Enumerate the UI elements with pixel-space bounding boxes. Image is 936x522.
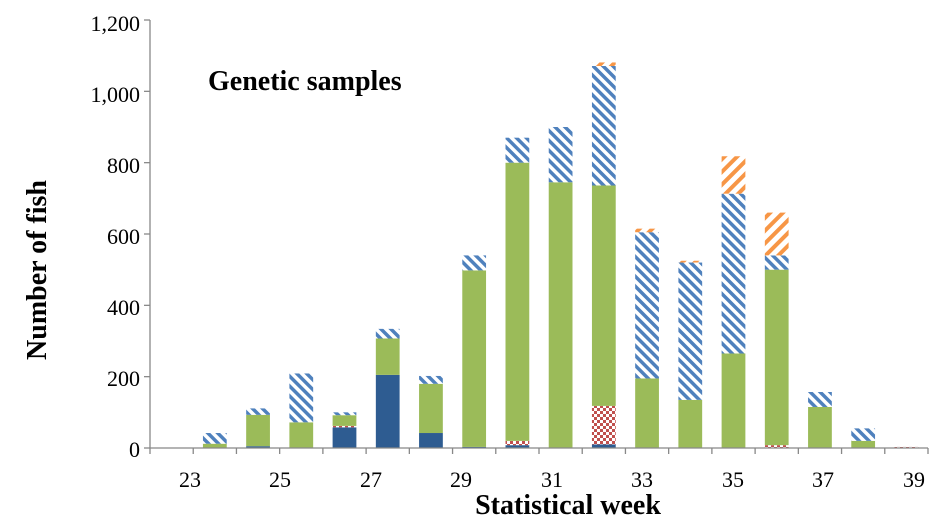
bar-segment-s4-week-27 [332,412,357,416]
bar-segment-s4-week-36 [721,193,746,354]
y-tick-label: 1,000 [91,82,141,107]
bar-segment-s3-week-36 [721,353,746,448]
y-tick-label: 0 [129,437,140,462]
bar-segment-s1-week-25 [246,446,270,448]
x-tick-label: 33 [631,467,653,492]
bar-segment-s3-week-24 [202,443,227,448]
bar-segment-s3-week-35 [678,399,703,448]
bar-segment-s1-week-31 [505,445,530,448]
bar-segment-s1-week-29 [419,433,443,448]
bar-segment-s3-week-37 [764,269,789,446]
x-tick-label: 37 [812,467,834,492]
y-tick-label: 600 [107,224,140,249]
x-tick-label: 35 [722,467,744,492]
bar-segment-s4-week-29 [419,375,443,384]
bar-segment-s4-week-35 [678,262,703,400]
bar-segment-s4-week-24 [202,433,227,444]
chart-annotation: Genetic samples [208,66,402,97]
x-tick-label: 31 [541,467,563,492]
bar-segment-s4-week-34 [635,232,659,379]
bar-segment-s4-week-31 [505,137,530,163]
bar-segment-s4-week-33 [591,66,616,186]
bar-segment-s1-week-27 [332,427,357,448]
bar-segment-s4-week-38 [808,392,832,407]
bar-segment-s5-week-34 [635,228,659,233]
bar-segment-s3-week-26 [289,422,314,448]
x-tick-label: 27 [360,467,382,492]
bar-segment-s4-week-39 [851,428,876,441]
x-tick-label: 29 [450,467,472,492]
bar-segment-s4-week-37 [764,255,789,270]
bar-segment-s3-week-28 [375,338,400,375]
bar-segment-s3-week-33 [591,185,616,406]
bar-segment-s5-week-37 [764,212,789,256]
bar-segment-s4-week-25 [246,408,270,415]
y-tick-label: 800 [107,153,140,178]
y-axis-title: Number of fish [22,180,53,360]
bar-segment-s5-week-36 [721,156,746,194]
x-tick-label: 39 [903,467,925,492]
y-axis-ticks [144,19,150,449]
y-tick-label: 200 [107,366,140,391]
bar-segment-s3-week-29 [419,383,443,434]
bar-segment-s5-week-35 [678,260,703,263]
bar-segment-s4-week-32 [548,127,573,183]
y-tick-label: 400 [107,295,140,320]
bar-segment-s3-week-27 [332,415,357,426]
bar-segment-s3-week-25 [246,414,270,447]
y-tick-label: 1,200 [91,11,141,36]
bar-segment-s2-week-33 [591,405,616,445]
bar-segment-s2-week-27 [332,425,357,428]
x-axis-ticks [149,448,929,454]
bar-segment-s1-week-33 [591,444,616,448]
bar-segment-s3-week-32 [548,182,573,448]
bar-segment-s2-week-37 [764,445,789,448]
x-axis-title: Statistical week [475,490,661,521]
bar-segment-s3-week-30 [462,270,487,447]
bar-segment-s5-week-33 [591,62,616,67]
bar-segment-s3-week-31 [505,162,530,441]
bar-segment-s4-week-30 [462,255,487,271]
bar-segment-s4-week-26 [289,373,314,423]
bar-segment-s2-week-31 [505,440,530,446]
x-tick-label: 25 [269,467,291,492]
bar-segment-s3-week-39 [851,440,876,448]
x-tick-label: 23 [179,467,201,492]
bar-segment-s3-week-34 [635,378,659,448]
bar-stacks [202,62,919,448]
bar-segment-s4-week-28 [375,328,400,339]
bar-segment-s1-week-28 [375,374,400,448]
bar-segment-s3-week-38 [808,406,832,448]
